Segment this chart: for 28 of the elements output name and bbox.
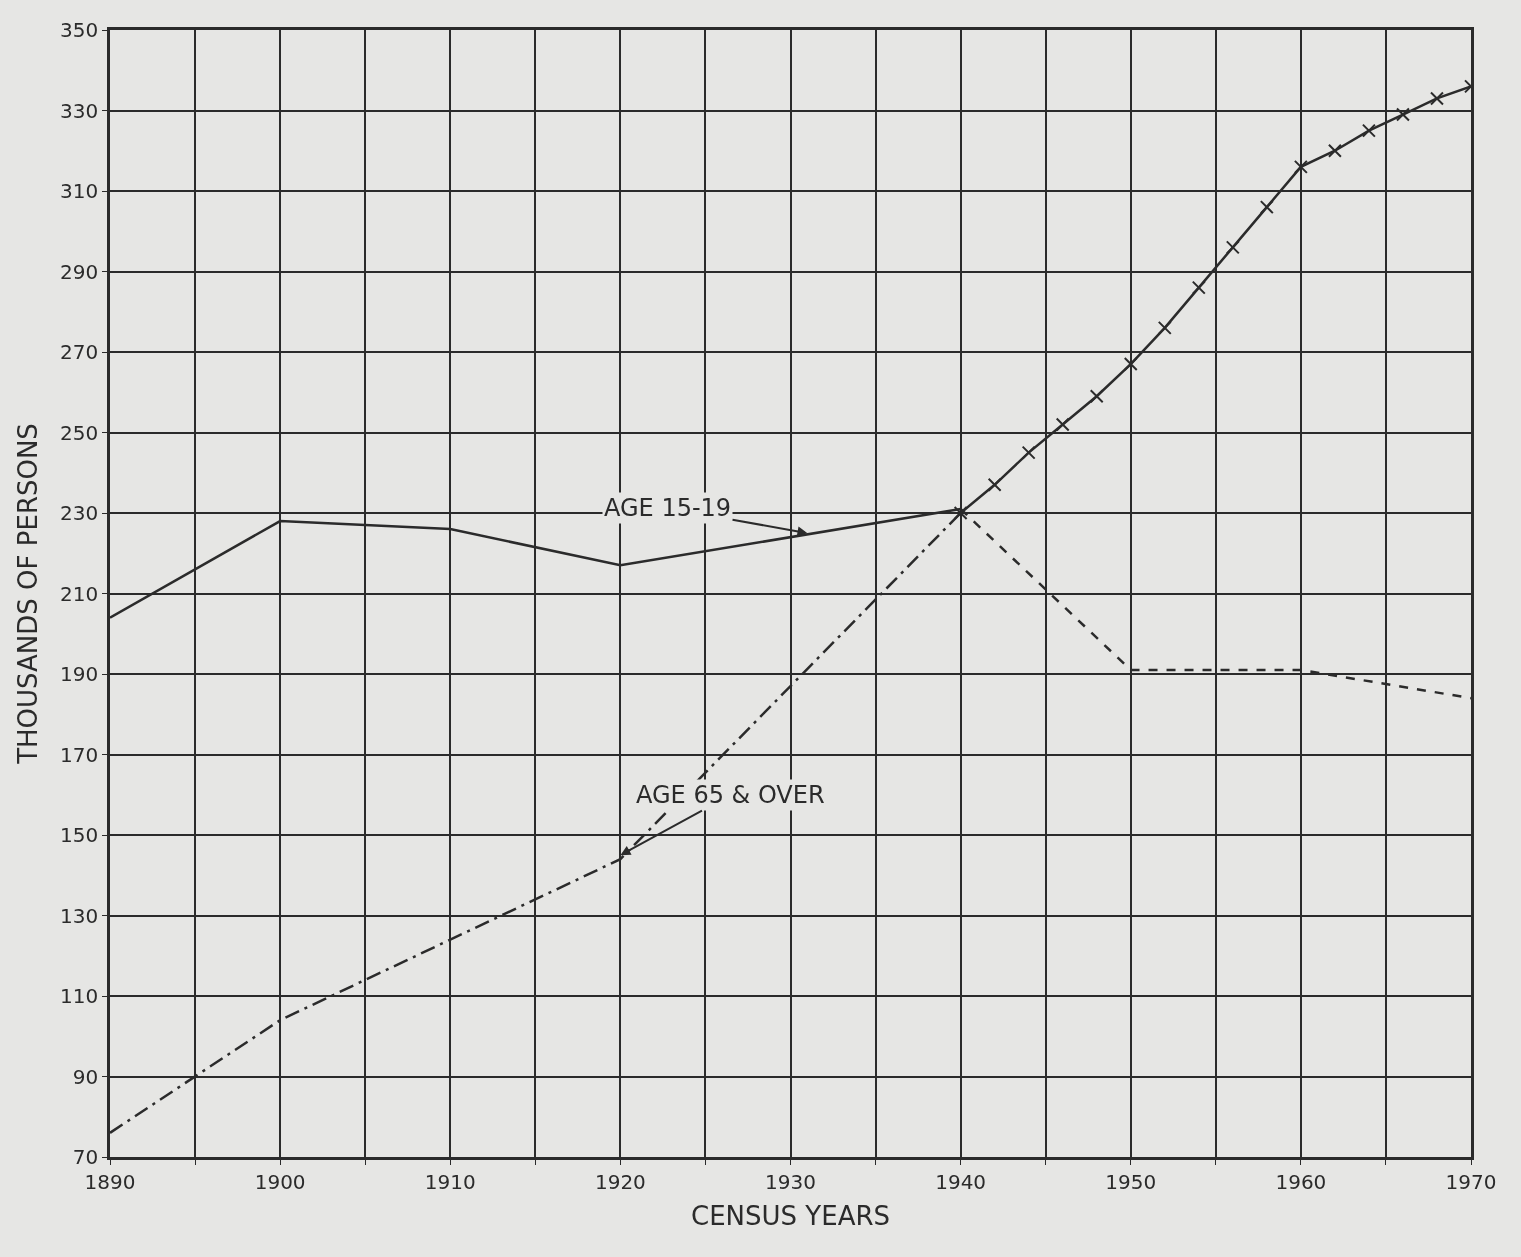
y-tick-label: 290 xyxy=(60,259,99,284)
y-tick-label: 230 xyxy=(60,501,99,525)
y-tick-label: 150 xyxy=(60,823,99,847)
x-tick-label: 1930 xyxy=(765,1169,816,1194)
y-tick-label: 310 xyxy=(60,179,99,203)
annotation: AGE 65 & OVER xyxy=(636,781,825,809)
x-tick-label: 1950 xyxy=(1105,1169,1157,1194)
x-tick-label: 1890 xyxy=(84,1169,136,1194)
x-tick-label: 1960 xyxy=(1275,1169,1327,1194)
y-tick-label: 250 xyxy=(60,420,99,445)
x-tick-label: 1940 xyxy=(935,1169,987,1194)
y-tick-label: 130 xyxy=(60,903,99,928)
y-tick-label: 190 xyxy=(60,662,99,686)
y-tick-label: 70 xyxy=(72,1145,99,1169)
x-tick-label: 1920 xyxy=(594,1169,646,1194)
y-tick-label: 270 xyxy=(60,340,99,364)
x-axis-title: CENSUS YEARS xyxy=(691,1201,890,1232)
y-tick-label: 350 xyxy=(60,18,99,42)
x-tick-label: 1970 xyxy=(1445,1169,1497,1194)
y-tick-label: 110 xyxy=(60,984,99,1008)
x-tick-label: 1910 xyxy=(424,1169,476,1194)
y-axis-title: THOUSANDS OF PERSONS xyxy=(13,423,44,765)
y-tick-label: 170 xyxy=(60,742,99,767)
y-tick-label: 330 xyxy=(60,98,99,123)
annotation: AGE 15-19 xyxy=(604,494,732,522)
y-tick-label: 210 xyxy=(60,581,99,606)
x-tick-label: 1900 xyxy=(254,1169,306,1194)
y-tick-label: 90 xyxy=(72,1064,99,1089)
